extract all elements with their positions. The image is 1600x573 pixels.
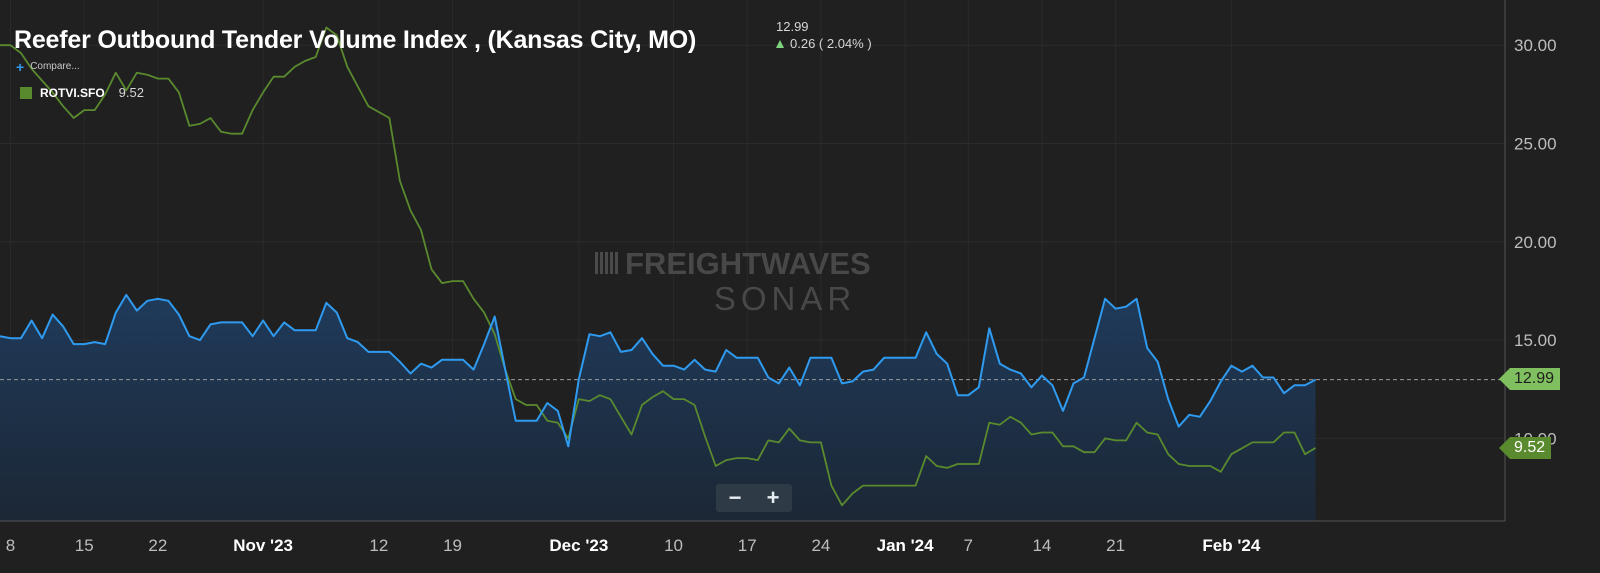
x-tick-label: Dec '23: [549, 536, 608, 555]
watermark-logo-icon: [595, 252, 618, 274]
zoom-in-button[interactable]: +: [766, 485, 780, 510]
legend-item-rotvi-sfo[interactable]: ROTVI.SFO 9.52: [20, 85, 144, 100]
x-tick-label: 8: [6, 536, 15, 555]
series-area-kansas-city: [0, 294, 1316, 521]
y-tick-label: 25.00: [1514, 135, 1557, 154]
compare-button[interactable]: + Compare...: [16, 58, 80, 75]
x-tick-label: 17: [738, 536, 757, 555]
zoom-controls: − +: [716, 484, 792, 512]
last-value: 12.99: [776, 19, 809, 34]
series-layer: [0, 26, 1505, 521]
watermark: FREIGHTWAVES SONAR: [595, 246, 871, 317]
y-tick-label: 15.00: [1514, 331, 1557, 350]
chart-title: Reefer Outbound Tender Volume Index , (K…: [14, 26, 697, 54]
x-tick-label: 7: [964, 536, 973, 555]
watermark-line2: SONAR: [714, 280, 856, 317]
last-value-tag: 12.99: [1498, 368, 1561, 390]
x-tick-label: Nov '23: [233, 536, 293, 555]
x-tick-label: 12: [369, 536, 388, 555]
x-tick-label: 15: [75, 536, 94, 555]
legend-swatch: [20, 86, 32, 99]
change-text: 0.26 ( 2.04% ): [790, 36, 872, 51]
y-tick-label: 30.00: [1514, 36, 1557, 55]
series-line-kansas-city: [0, 293, 1317, 448]
up-arrow-icon: [776, 39, 784, 48]
legend-series-value: 9.52: [118, 85, 144, 100]
x-tick-label: 10: [664, 536, 683, 555]
y-tick-label: 20.00: [1514, 233, 1557, 252]
quote: 12.99 0.26 ( 2.04% ): [776, 18, 872, 52]
comparison-value-tag: 9.52: [1498, 437, 1552, 459]
x-tick-label: Jan '24: [877, 536, 935, 555]
x-tick-label: 24: [811, 536, 830, 555]
compare-label: Compare...: [30, 61, 80, 72]
watermark-line1: FREIGHTWAVES: [625, 246, 871, 281]
plus-icon: +: [16, 58, 25, 75]
x-tick-label: Feb '24: [1202, 536, 1260, 555]
series-line-rotvi-sfo: [0, 26, 1317, 507]
x-tick-label: 22: [148, 536, 167, 555]
legend-series-name: ROTVI.SFO: [40, 85, 105, 100]
zoom-out-button[interactable]: −: [728, 485, 742, 510]
change: 0.26 ( 2.04% ): [776, 35, 872, 52]
x-tick-label: 21: [1106, 536, 1125, 555]
x-tick-label: 19: [443, 536, 462, 555]
x-tick-label: 14: [1032, 536, 1051, 555]
